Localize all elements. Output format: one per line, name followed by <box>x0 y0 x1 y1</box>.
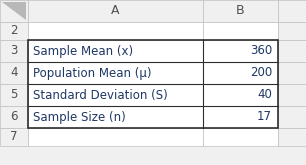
Text: 200: 200 <box>250 66 272 80</box>
Text: 360: 360 <box>250 45 272 57</box>
Text: Population Mean (μ): Population Mean (μ) <box>33 66 151 80</box>
Text: 7: 7 <box>10 131 18 144</box>
Text: 5: 5 <box>10 88 18 101</box>
Bar <box>28 0 203 22</box>
Bar <box>28 62 203 84</box>
Text: Sample Size (n): Sample Size (n) <box>33 111 126 123</box>
Text: Standard Deviation (S): Standard Deviation (S) <box>33 88 168 101</box>
Text: 17: 17 <box>257 111 272 123</box>
Text: B: B <box>236 4 245 17</box>
Polygon shape <box>2 2 26 20</box>
Bar <box>278 62 306 84</box>
Bar <box>278 84 306 106</box>
Bar <box>28 106 203 128</box>
Bar <box>28 22 203 40</box>
Bar <box>0 128 28 146</box>
Bar <box>203 22 278 40</box>
Bar <box>0 0 28 22</box>
Bar <box>203 40 278 62</box>
Text: 6: 6 <box>10 111 18 123</box>
Bar <box>0 62 28 84</box>
Bar <box>0 84 28 106</box>
Text: 40: 40 <box>257 88 272 101</box>
Bar <box>28 40 278 128</box>
Bar <box>278 22 306 40</box>
Bar <box>203 0 278 22</box>
Bar <box>203 62 278 84</box>
Bar <box>0 22 28 40</box>
Bar <box>28 128 203 146</box>
Bar <box>0 106 28 128</box>
Bar <box>203 106 278 128</box>
Bar <box>278 106 306 128</box>
Text: 4: 4 <box>10 66 18 80</box>
Bar <box>278 0 306 22</box>
Bar <box>203 128 278 146</box>
Text: 3: 3 <box>10 45 18 57</box>
Bar <box>28 84 203 106</box>
Bar <box>278 128 306 146</box>
Text: A: A <box>111 4 120 17</box>
Text: 2: 2 <box>10 24 18 37</box>
Bar <box>278 40 306 62</box>
Text: Sample Mean (x): Sample Mean (x) <box>33 45 133 57</box>
Bar <box>28 40 203 62</box>
Bar <box>0 40 28 62</box>
Bar <box>203 84 278 106</box>
